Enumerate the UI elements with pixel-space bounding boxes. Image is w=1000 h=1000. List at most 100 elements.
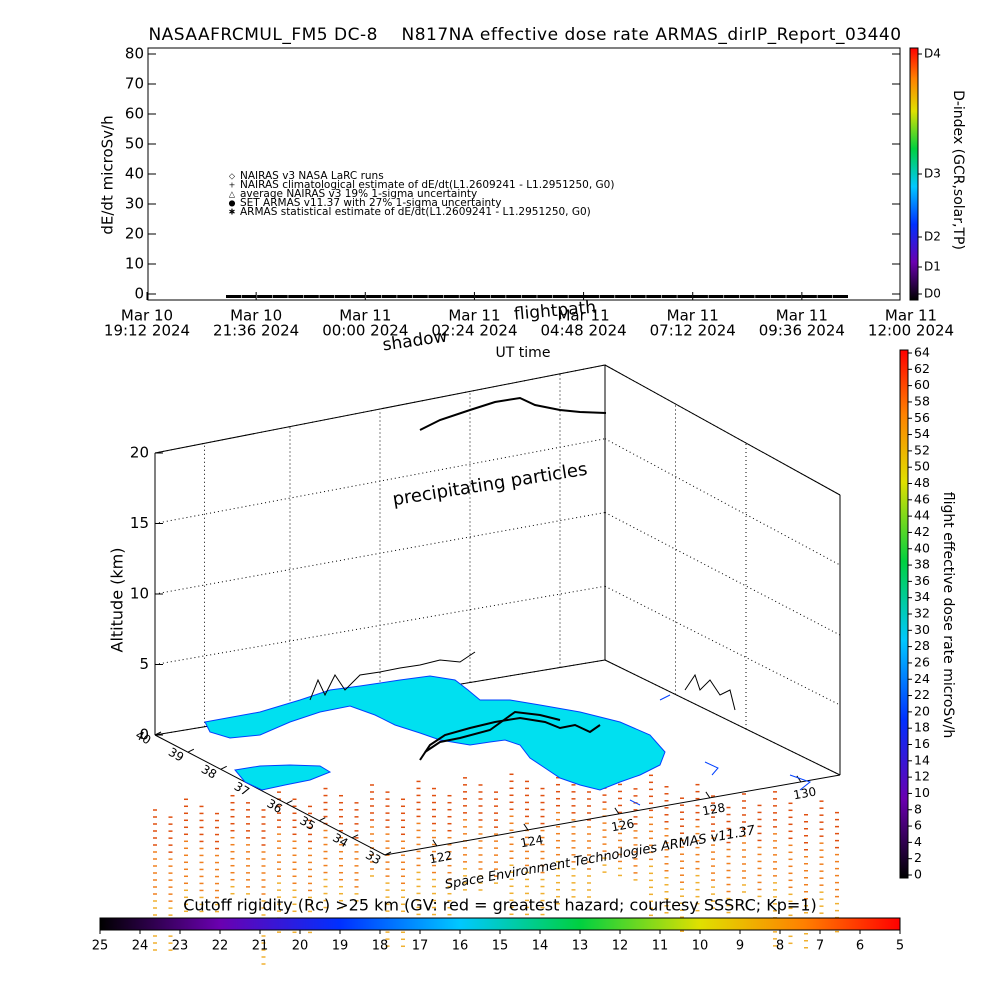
cutoff-tick-label: 24 bbox=[132, 939, 149, 954]
colorbar-tick-label: 32 bbox=[914, 606, 930, 621]
data-point bbox=[677, 295, 693, 298]
y-tick-label: 50 bbox=[125, 135, 144, 153]
data-point bbox=[334, 295, 350, 298]
x-tick-label: 00:00 2024 bbox=[322, 322, 408, 340]
data-point bbox=[303, 295, 319, 298]
colorbar-tick-label: 10 bbox=[914, 785, 930, 800]
x-tick-label: Mar 11 bbox=[557, 307, 609, 325]
lat-tick-label: 38 bbox=[199, 762, 219, 782]
cutoff-tick-label: 25 bbox=[92, 939, 109, 954]
data-point bbox=[288, 295, 304, 298]
data-point bbox=[708, 295, 724, 298]
colorbar-tick-label: 60 bbox=[914, 377, 930, 392]
cutoff-tick-label: 10 bbox=[692, 939, 709, 954]
legend-label: NAIRAS climatological estimate of dE/dt(… bbox=[240, 179, 614, 191]
z-tick-label: 15 bbox=[130, 514, 149, 532]
lat-tick-label: 34 bbox=[330, 831, 350, 851]
cutoff-tick-label: 11 bbox=[652, 939, 669, 954]
lat-tick bbox=[286, 800, 293, 805]
colorbar-tick-label: 56 bbox=[914, 410, 930, 425]
lat-tick bbox=[187, 748, 195, 753]
data-point bbox=[568, 295, 584, 298]
cutoff-tick-label: 7 bbox=[816, 939, 824, 954]
data-point bbox=[428, 295, 444, 298]
legend-label: SET ARMAS v11.37 with 27% 1-sigma uncert… bbox=[240, 197, 502, 209]
data-point bbox=[599, 295, 615, 298]
x-tick-label: 04:48 2024 bbox=[540, 322, 626, 340]
particles bbox=[153, 766, 839, 965]
colorbar-tick-label: 8 bbox=[914, 801, 922, 816]
legend-label: average NAIRAS v3 19% 1-sigma uncertaint… bbox=[240, 188, 477, 200]
colorbar-tick-label: 62 bbox=[914, 361, 930, 376]
data-point bbox=[475, 295, 491, 298]
data-point bbox=[630, 295, 646, 298]
x-tick-label: Mar 10 bbox=[121, 307, 173, 325]
lon-tick bbox=[614, 807, 620, 815]
colorbar-label: flight effective dose rate microSv/h bbox=[940, 492, 956, 738]
annotation: UT time bbox=[496, 345, 551, 361]
lat-tick bbox=[384, 851, 392, 856]
cutoff-tick-label: 5 bbox=[896, 939, 904, 954]
colorbar-tick-label: 50 bbox=[914, 459, 930, 474]
legend-symbol: ◇ bbox=[229, 172, 236, 181]
colorbar-tick-label: 42 bbox=[914, 524, 930, 539]
lat-tick bbox=[154, 731, 162, 736]
land bbox=[234, 764, 332, 791]
flight-path bbox=[419, 716, 601, 761]
y-tick-label: 0 bbox=[134, 285, 144, 303]
colorbar-tick-label: 16 bbox=[914, 736, 930, 751]
colorbar-tick-label: 6 bbox=[914, 818, 922, 833]
x-tick-label: 21:36 2024 bbox=[213, 322, 299, 340]
colorbar-tick-label: D2 bbox=[924, 230, 941, 244]
data-point bbox=[615, 295, 631, 298]
grid-line bbox=[604, 585, 841, 706]
data-point bbox=[506, 295, 522, 298]
data-point bbox=[381, 295, 397, 298]
map bbox=[204, 675, 812, 806]
colorbar-tick-label: 26 bbox=[914, 654, 930, 669]
cutoff-tick-label: 13 bbox=[572, 939, 589, 954]
chart-title: NASAAFRCMUL_FM5 DC-8 N817NA effective do… bbox=[148, 25, 901, 45]
colorbar-tick-label: 20 bbox=[914, 703, 930, 718]
coast bbox=[629, 694, 812, 806]
y-tick-label: 30 bbox=[125, 195, 144, 213]
colorbar-label: D-index (GCR,solar,TP) bbox=[950, 90, 966, 250]
data-point bbox=[397, 295, 413, 298]
colorbar-tick-label: 46 bbox=[914, 491, 930, 506]
box-edge bbox=[604, 659, 841, 776]
colorbar-tick-label: D4 bbox=[924, 47, 941, 61]
cutoff-bar bbox=[99, 917, 901, 931]
x-tick-label: Mar 11 bbox=[448, 307, 500, 325]
legend-symbol: ✱ bbox=[229, 208, 236, 217]
data-point bbox=[801, 295, 817, 298]
colorbar-tick-label: 36 bbox=[914, 573, 930, 588]
x-tick-label: Mar 11 bbox=[667, 307, 719, 325]
x-tick-label: 07:12 2024 bbox=[650, 322, 736, 340]
cutoff-tick-label: 8 bbox=[776, 939, 784, 954]
data-point bbox=[661, 295, 677, 298]
colorbar-tick-label: 12 bbox=[914, 769, 930, 784]
colorbar-tick-label: 18 bbox=[914, 720, 930, 735]
data-point bbox=[226, 295, 241, 298]
data-point bbox=[786, 295, 802, 298]
lon-tick bbox=[523, 823, 529, 831]
cutoff-tick-label: 22 bbox=[212, 939, 229, 954]
colorbar-tick-label: 28 bbox=[914, 638, 930, 653]
data-point bbox=[552, 295, 568, 298]
data-point bbox=[833, 295, 848, 298]
data-point bbox=[490, 295, 506, 298]
box-edge bbox=[384, 774, 841, 856]
lon-tick bbox=[432, 839, 438, 847]
y-axis-label: dE/dt microSv/h bbox=[99, 115, 117, 234]
flight-path bbox=[424, 710, 561, 753]
colorbar-tick-label: D3 bbox=[924, 167, 941, 181]
cutoff-tick-label: 15 bbox=[492, 939, 509, 954]
cutoff-tick-label: 12 bbox=[612, 939, 629, 954]
data-point bbox=[319, 295, 335, 298]
lon-tick-label: 128 bbox=[701, 801, 726, 819]
data-point bbox=[459, 295, 475, 298]
lat-tick-label: 39 bbox=[166, 745, 186, 765]
lat-tick-label: 33 bbox=[363, 848, 383, 868]
legend-label: NAIRAS v3 NASA LaRC runs bbox=[240, 170, 384, 182]
box-edge bbox=[154, 364, 606, 454]
